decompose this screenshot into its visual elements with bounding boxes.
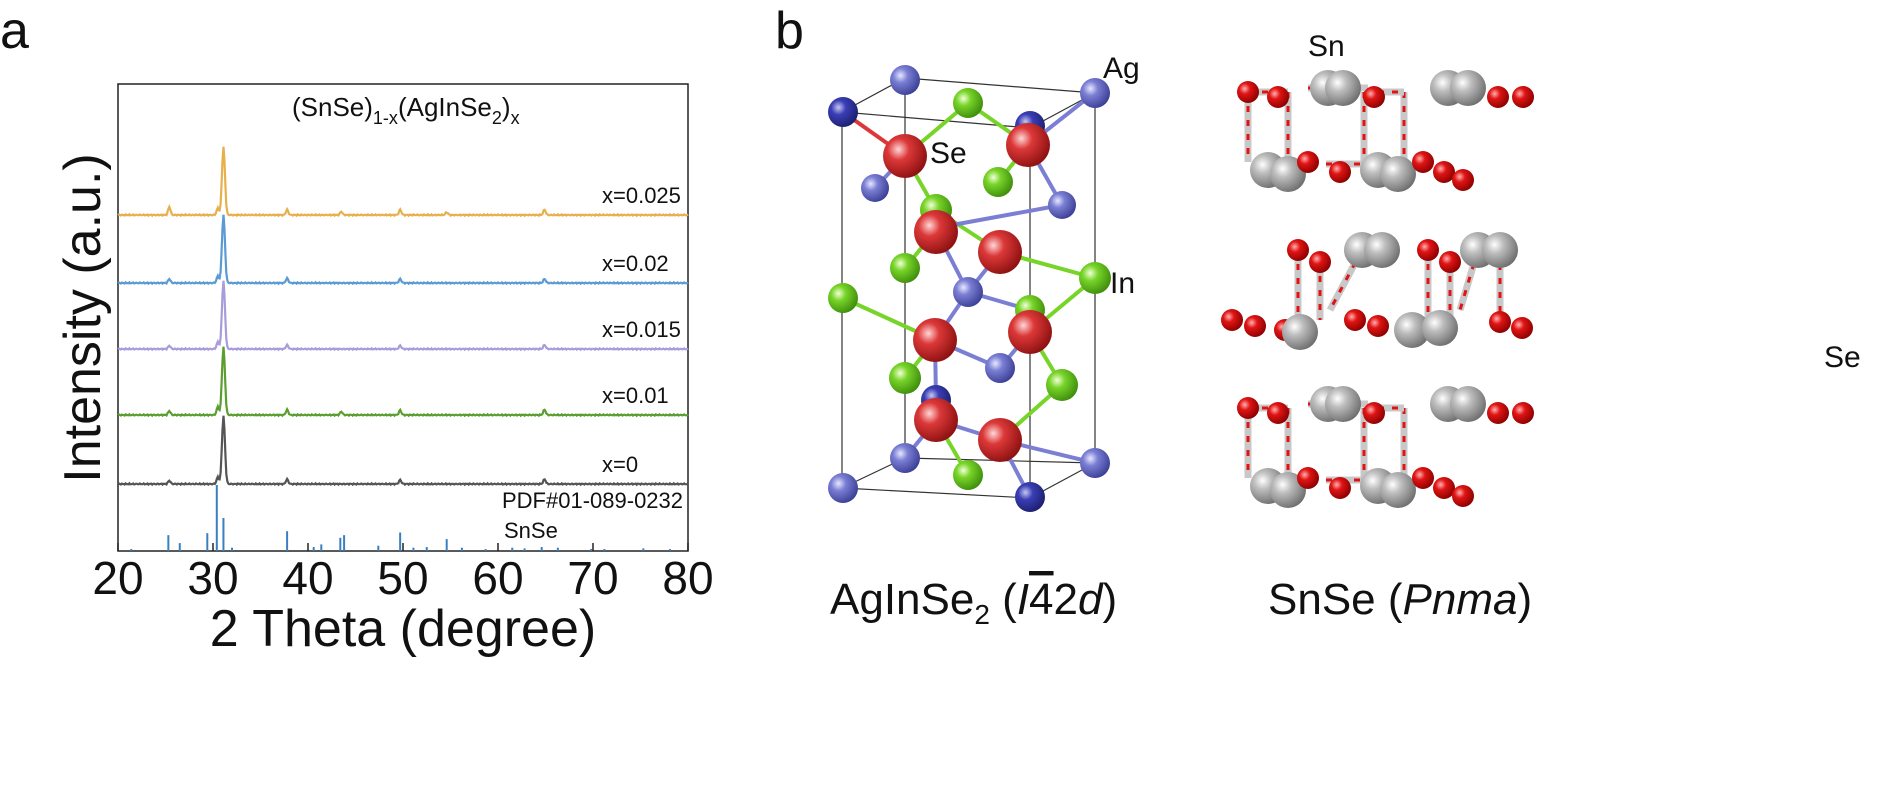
se-atom: [1329, 477, 1351, 499]
se-atom: [1363, 86, 1385, 108]
se-atom: [1329, 161, 1351, 183]
xrd-traces: [117, 146, 689, 487]
se-atom: [1309, 251, 1331, 273]
se-atom: [1267, 86, 1289, 108]
se-atom: [1487, 86, 1509, 108]
trace-label: x=0.025: [602, 183, 681, 208]
se-atom: [1297, 467, 1319, 489]
se-atom: [1512, 402, 1534, 424]
trace-x=0.02: [117, 214, 689, 286]
trace-x=0: [117, 415, 689, 487]
se-atom: [1433, 477, 1455, 499]
label-se-left: Se: [930, 137, 967, 170]
sn-atom: [1282, 314, 1318, 350]
se-atom: [1237, 397, 1259, 419]
se-atom: [1287, 239, 1309, 261]
caption-aginse2: AgInSe2 (I42d): [830, 575, 1117, 630]
sn-se-bond: [1458, 249, 1480, 311]
x-tick-label: 20: [92, 552, 143, 604]
se-atom: [1452, 169, 1474, 191]
se-atom: [1511, 317, 1533, 339]
se-atom: [1512, 86, 1534, 108]
sn-atom: [1394, 312, 1430, 348]
trace-x=0.015: [117, 280, 689, 352]
se-atom: [1237, 81, 1259, 103]
se-atom: [1267, 402, 1289, 424]
x-tick-label: 30: [187, 552, 238, 604]
y-axis-title: Intensity (a.u.): [54, 153, 112, 482]
label-in: In: [1110, 267, 1135, 300]
trace-label: x=0.02: [602, 251, 669, 276]
aginse2-structure: Ag Se In AgInSe2 (I42d): [828, 52, 1140, 630]
se-atom: [1221, 309, 1243, 331]
se-atom: [1363, 402, 1385, 424]
x-tick-label: 50: [377, 552, 428, 604]
label-ag: Ag: [1103, 52, 1140, 85]
caption-snse: SnSe (Pnma): [1268, 575, 1532, 624]
se-atom: [1439, 251, 1461, 273]
panel-label-a: a: [0, 2, 29, 60]
chart-title: (SnSe)1-x(AgInSe2)x: [292, 92, 520, 128]
se-atom: [1297, 151, 1319, 173]
reference-sticks: [130, 485, 671, 551]
label-sn: Sn: [1308, 30, 1345, 63]
se-atom: [1487, 402, 1509, 424]
x-tick-label: 70: [567, 552, 618, 604]
se-atom: [1344, 309, 1366, 331]
trace-label: x=0.015: [602, 317, 681, 342]
se-atom: [1452, 485, 1474, 507]
se-atom: [1417, 239, 1439, 261]
se-atom: [1412, 467, 1434, 489]
label-se-right: Se: [1824, 341, 1861, 374]
sn-atom: [1422, 310, 1458, 346]
reference-label-pdf: PDF#01-089-0232: [502, 488, 683, 513]
reference-label-phase: SnSe: [504, 518, 558, 543]
snse-structure: [1221, 70, 1534, 508]
x-tick-label: 80: [662, 552, 713, 604]
se-atom: [1489, 311, 1511, 333]
se-atom: [1412, 151, 1434, 173]
x-ticks: 20 30 40 50 60 70 80: [92, 543, 714, 604]
sn-atom: [1364, 232, 1400, 268]
sn-atom: [1270, 472, 1306, 508]
trace-label: x=0: [602, 452, 638, 477]
trace-labels: x=0.025 x=0.02 x=0.015 x=0.01 x=0: [602, 183, 681, 477]
x-tick-label: 60: [472, 552, 523, 604]
se-atom: [1367, 315, 1389, 337]
sn-atom: [1380, 156, 1416, 192]
sn-atom: [1270, 156, 1306, 192]
se-atom: [1244, 315, 1266, 337]
panel-label-b: b: [775, 2, 804, 60]
trace-x=0.01: [117, 346, 689, 418]
se-atom: [1433, 161, 1455, 183]
sn-atom: [1450, 386, 1486, 422]
atoms: [828, 65, 1111, 512]
sn-atom: [1450, 70, 1486, 106]
x-axis-title: 2 Theta (degree): [210, 600, 596, 658]
trace-label: x=0.01: [602, 383, 669, 408]
sn-se-bond: [1328, 249, 1364, 311]
x-tick-label: 40: [282, 552, 333, 604]
xrd-chart: x=0.025 x=0.02 x=0.015 x=0.01 x=0 20 30 40 50 60…: [54, 83, 714, 658]
sn-atom: [1482, 232, 1518, 268]
sn-atom: [1380, 472, 1416, 508]
trace-x=0.025: [117, 146, 689, 218]
sn-atom: [1325, 70, 1361, 106]
sn-atom: [1325, 386, 1361, 422]
